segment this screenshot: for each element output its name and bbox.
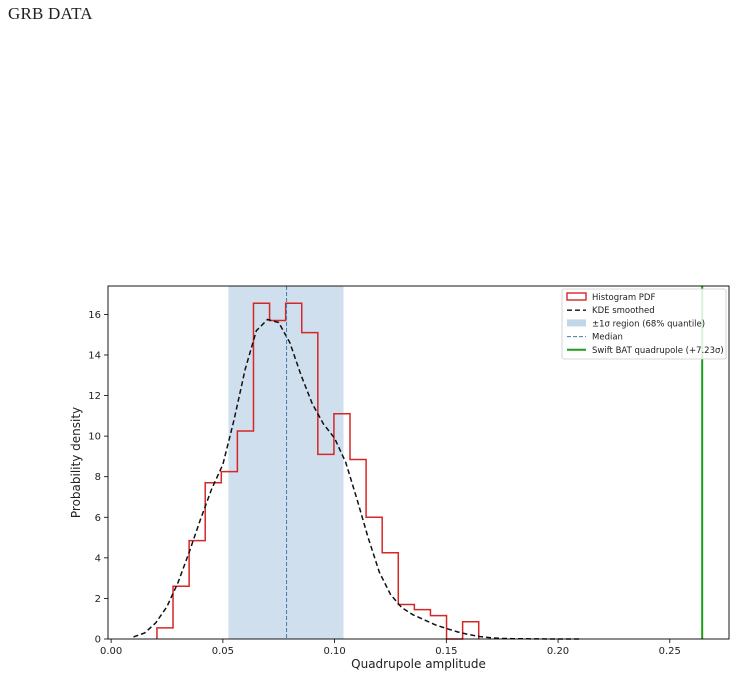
histogram-bar: [302, 333, 318, 639]
x-tick-label: 0.05: [212, 646, 234, 657]
page-title: GRB DATA: [8, 4, 93, 23]
y-tick-label: 2: [95, 594, 101, 605]
histogram-bar: [221, 472, 237, 639]
sigma-region: [228, 286, 344, 639]
x-axis-label: Quadrupole amplitude: [351, 657, 486, 671]
legend-swatch-histogram: [566, 292, 587, 301]
legend-label-histogram: Histogram PDF: [592, 293, 655, 303]
y-tick-label: 0: [95, 635, 101, 646]
y-tick-label: 4: [95, 553, 101, 564]
histogram-outline: [156, 302, 480, 640]
histogram-bar: [334, 414, 350, 639]
y-tick-label: 12: [88, 391, 101, 402]
y-axis-label: Probability density: [69, 407, 83, 518]
x-tick-label: 0.15: [435, 646, 457, 657]
legend-label-median: Median: [592, 333, 623, 343]
histogram-bar: [366, 517, 382, 639]
histogram-bar: [286, 303, 302, 639]
histogram-bar: [318, 454, 334, 639]
y-tick-label: 6: [95, 513, 101, 524]
histogram-bar: [463, 622, 479, 639]
legend-label-kde: KDE smoothed: [592, 306, 655, 316]
legend-label-swift: Swift BAT quadrupole (+7.23σ): [592, 346, 724, 356]
x-tick-label: 0.10: [323, 646, 345, 657]
legend: Histogram PDF KDE smoothed ±1σ region (68%…: [561, 288, 727, 360]
histogram-bar: [205, 483, 221, 639]
histogram-bar: [237, 431, 253, 639]
plot-frame: [107, 285, 730, 640]
kde-curve: [133, 318, 581, 640]
y-tick-label: 16: [88, 310, 101, 321]
histogram-bar: [157, 628, 173, 639]
histogram-bar: [382, 553, 398, 639]
histogram-bar: [414, 610, 430, 639]
legend-label-sigma: ±1σ region (68% quantile): [592, 319, 705, 329]
x-tick-label: 0.25: [659, 646, 681, 657]
histogram-bar: [173, 586, 189, 639]
legend-box: [561, 288, 727, 360]
y-tick-label: 10: [88, 432, 101, 443]
x-tick-label: 0.00: [100, 646, 122, 657]
y-tick-label: 14: [88, 350, 101, 361]
x-tick-label: 0.20: [547, 646, 569, 657]
histogram-bar: [270, 320, 286, 639]
histogram-bar: [189, 541, 205, 639]
y-tick-label: 8: [95, 472, 101, 483]
legend-swatch-sigma: [567, 319, 586, 327]
histogram-bar: [253, 303, 269, 639]
